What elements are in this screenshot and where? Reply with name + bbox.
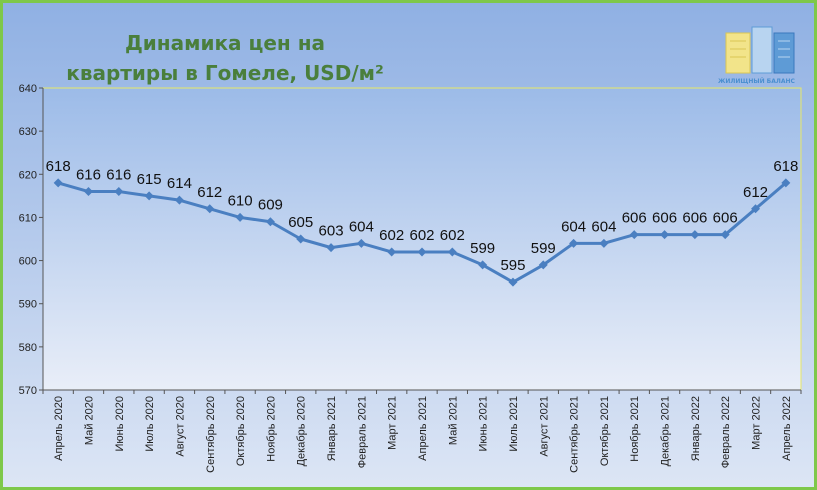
x-tick-label: Июль 2021 xyxy=(508,396,520,452)
chart-title-line2: квартиры в Гомеле, USD/м² xyxy=(66,61,383,85)
data-point xyxy=(53,178,63,188)
data-point xyxy=(569,238,579,248)
data-point xyxy=(356,238,366,248)
data-label: 606 xyxy=(682,210,707,227)
data-point xyxy=(629,230,639,240)
data-label: 616 xyxy=(76,167,101,184)
data-label: 602 xyxy=(440,227,465,244)
data-label: 606 xyxy=(713,210,738,227)
x-tick-label: Июнь 2020 xyxy=(114,396,126,452)
data-label: 603 xyxy=(319,223,344,240)
x-tick-label: Июль 2020 xyxy=(144,396,156,452)
data-label: 604 xyxy=(591,218,616,235)
y-tick-label: 580 xyxy=(19,342,37,354)
x-tick-label: Март 2022 xyxy=(751,396,763,450)
x-tick-label: Январь 2022 xyxy=(690,396,702,461)
x-tick-label: Ноябрь 2021 xyxy=(629,396,641,462)
data-label: 605 xyxy=(288,214,313,231)
data-point xyxy=(447,247,457,257)
data-point xyxy=(144,191,154,201)
series-line-group xyxy=(53,178,791,287)
data-point xyxy=(417,247,427,257)
data-point xyxy=(660,230,670,240)
logo: ЖИЛИЩНЫЙ БАЛАНС xyxy=(718,26,796,85)
data-point xyxy=(387,247,397,257)
data-label: 602 xyxy=(379,227,404,244)
data-labels: 618 616 616 615 614 612 610 609 605 603 604 602 602 6… xyxy=(46,158,799,274)
data-point xyxy=(326,243,336,253)
data-point xyxy=(296,234,306,244)
y-tick-label: 590 xyxy=(19,299,37,311)
x-tick-label: Декабрь 2020 xyxy=(296,396,308,466)
x-tick-label: Май 2020 xyxy=(83,396,95,445)
x-tick-label: Апрель 2020 xyxy=(53,396,65,461)
y-tick-label: 600 xyxy=(19,256,37,268)
data-label: 604 xyxy=(349,218,374,235)
data-label: 606 xyxy=(652,210,677,227)
plot-area xyxy=(42,87,802,391)
y-tick-label: 570 xyxy=(19,385,37,397)
x-tick-label: Сентябрь 2021 xyxy=(569,396,581,473)
y-tick-label: 620 xyxy=(19,169,37,181)
y-axis: 570 580 590 600 610 620 630 640 xyxy=(19,83,44,397)
x-tick-label: Июнь 2021 xyxy=(478,396,490,452)
data-point xyxy=(235,212,245,222)
data-point xyxy=(720,230,730,240)
data-label: 616 xyxy=(106,167,131,184)
data-label: 615 xyxy=(137,171,162,188)
data-point xyxy=(174,195,184,205)
x-tick-label: Октябрь 2021 xyxy=(599,396,611,466)
data-label: 609 xyxy=(258,197,283,214)
x-tick-label: Декабрь 2021 xyxy=(660,396,672,466)
data-label: 599 xyxy=(470,240,495,257)
data-label: 612 xyxy=(197,184,222,201)
x-tick-label: Февраль 2022 xyxy=(720,396,732,468)
data-label: 602 xyxy=(409,227,434,244)
data-label: 599 xyxy=(531,240,556,257)
data-label: 604 xyxy=(561,218,586,235)
chart-title-line1: Динамика цен на xyxy=(125,31,325,55)
data-point xyxy=(690,230,700,240)
x-tick-label: Октябрь 2020 xyxy=(235,396,247,466)
x-tick-label: Февраль 2021 xyxy=(356,396,368,468)
x-tick-label: Август 2021 xyxy=(538,396,550,457)
x-tick-label: Август 2020 xyxy=(174,396,186,457)
x-tick-label: Май 2021 xyxy=(447,396,459,445)
y-tick-label: 610 xyxy=(19,212,37,224)
data-label: 618 xyxy=(773,158,798,175)
data-point xyxy=(599,238,609,248)
data-label: 595 xyxy=(500,257,525,274)
x-axis: Апрель 2020 Май 2020 Июнь 2020 Июль 2020 Авг… xyxy=(42,389,802,473)
data-point xyxy=(265,217,275,227)
data-point xyxy=(508,277,518,287)
data-label: 612 xyxy=(743,184,768,201)
data-point xyxy=(83,187,93,197)
y-tick-label: 640 xyxy=(19,83,37,95)
data-point xyxy=(205,204,215,214)
data-label: 606 xyxy=(622,210,647,227)
logo-text: ЖИЛИЩНЫЙ БАЛАНС xyxy=(718,77,796,85)
x-tick-label: Ноябрь 2020 xyxy=(265,396,277,462)
data-label: 618 xyxy=(46,158,71,175)
data-point xyxy=(781,178,791,188)
x-tick-label: Сентябрь 2020 xyxy=(205,396,217,473)
data-point xyxy=(751,204,761,214)
x-tick-label: Апрель 2021 xyxy=(417,396,429,461)
data-label: 610 xyxy=(228,192,253,209)
y-tick-label: 630 xyxy=(19,126,37,138)
data-point xyxy=(538,260,548,270)
data-point xyxy=(114,187,124,197)
data-label: 614 xyxy=(167,175,192,192)
x-tick-label: Январь 2021 xyxy=(326,396,338,461)
x-tick-label: Апрель 2022 xyxy=(781,396,793,461)
data-point xyxy=(478,260,488,270)
x-tick-label: Март 2021 xyxy=(387,396,399,450)
